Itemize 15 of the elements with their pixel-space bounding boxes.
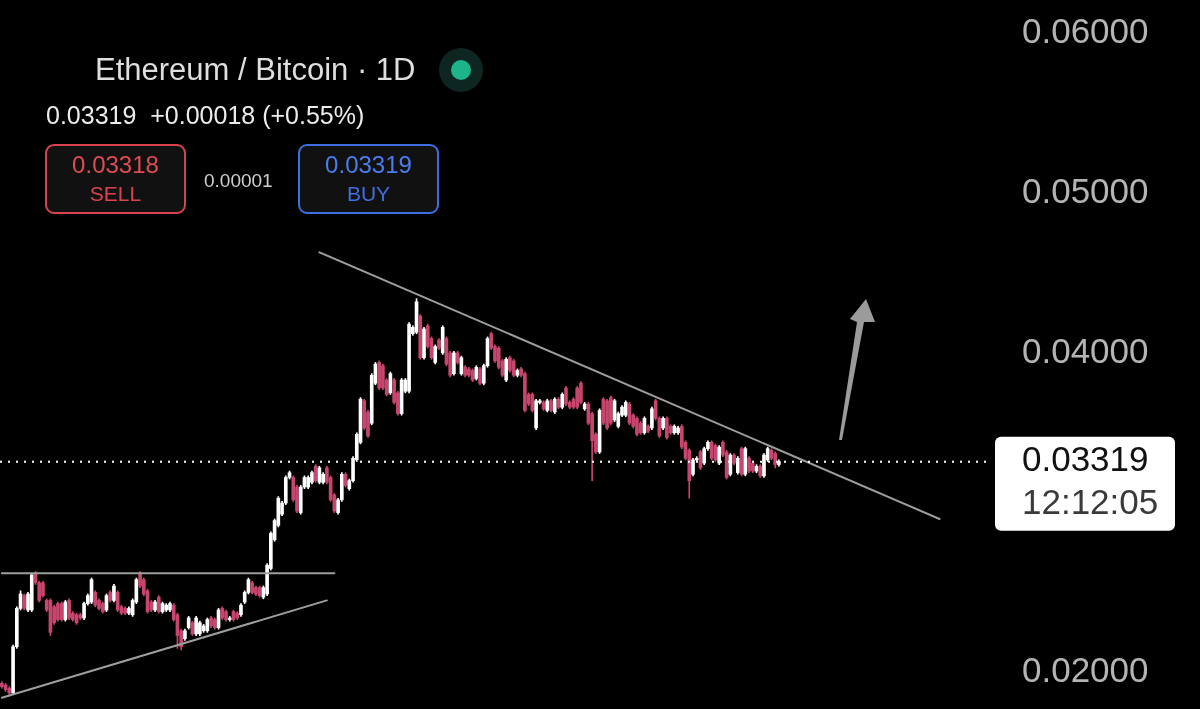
annotation: 0.00001 xyxy=(204,169,273,193)
text: Ethereum / Bitcoin · 1D xyxy=(95,52,416,88)
y-tick-label: 0.02000 xyxy=(1022,649,1149,689)
text: 0.03319 +0.00018 (+0.55%) xyxy=(46,101,365,130)
buy-button: 0.03319 BUY xyxy=(298,144,439,214)
text: 12:12:05 xyxy=(1022,482,1159,522)
annotation: BUY xyxy=(346,182,391,206)
annotation: SELL xyxy=(89,182,142,206)
annotation: 0.03319 xyxy=(325,151,412,178)
y-tick-label: 0.05000 xyxy=(1022,170,1149,210)
ref-line-label: 0.03319 xyxy=(1022,439,1149,479)
annotation: 0.03318 xyxy=(72,151,159,178)
y-tick-label: 0.04000 xyxy=(1022,330,1149,370)
y-tick-label: 0.06000 xyxy=(1022,11,1149,51)
sell-button: 0.03318 SELL xyxy=(45,144,186,214)
